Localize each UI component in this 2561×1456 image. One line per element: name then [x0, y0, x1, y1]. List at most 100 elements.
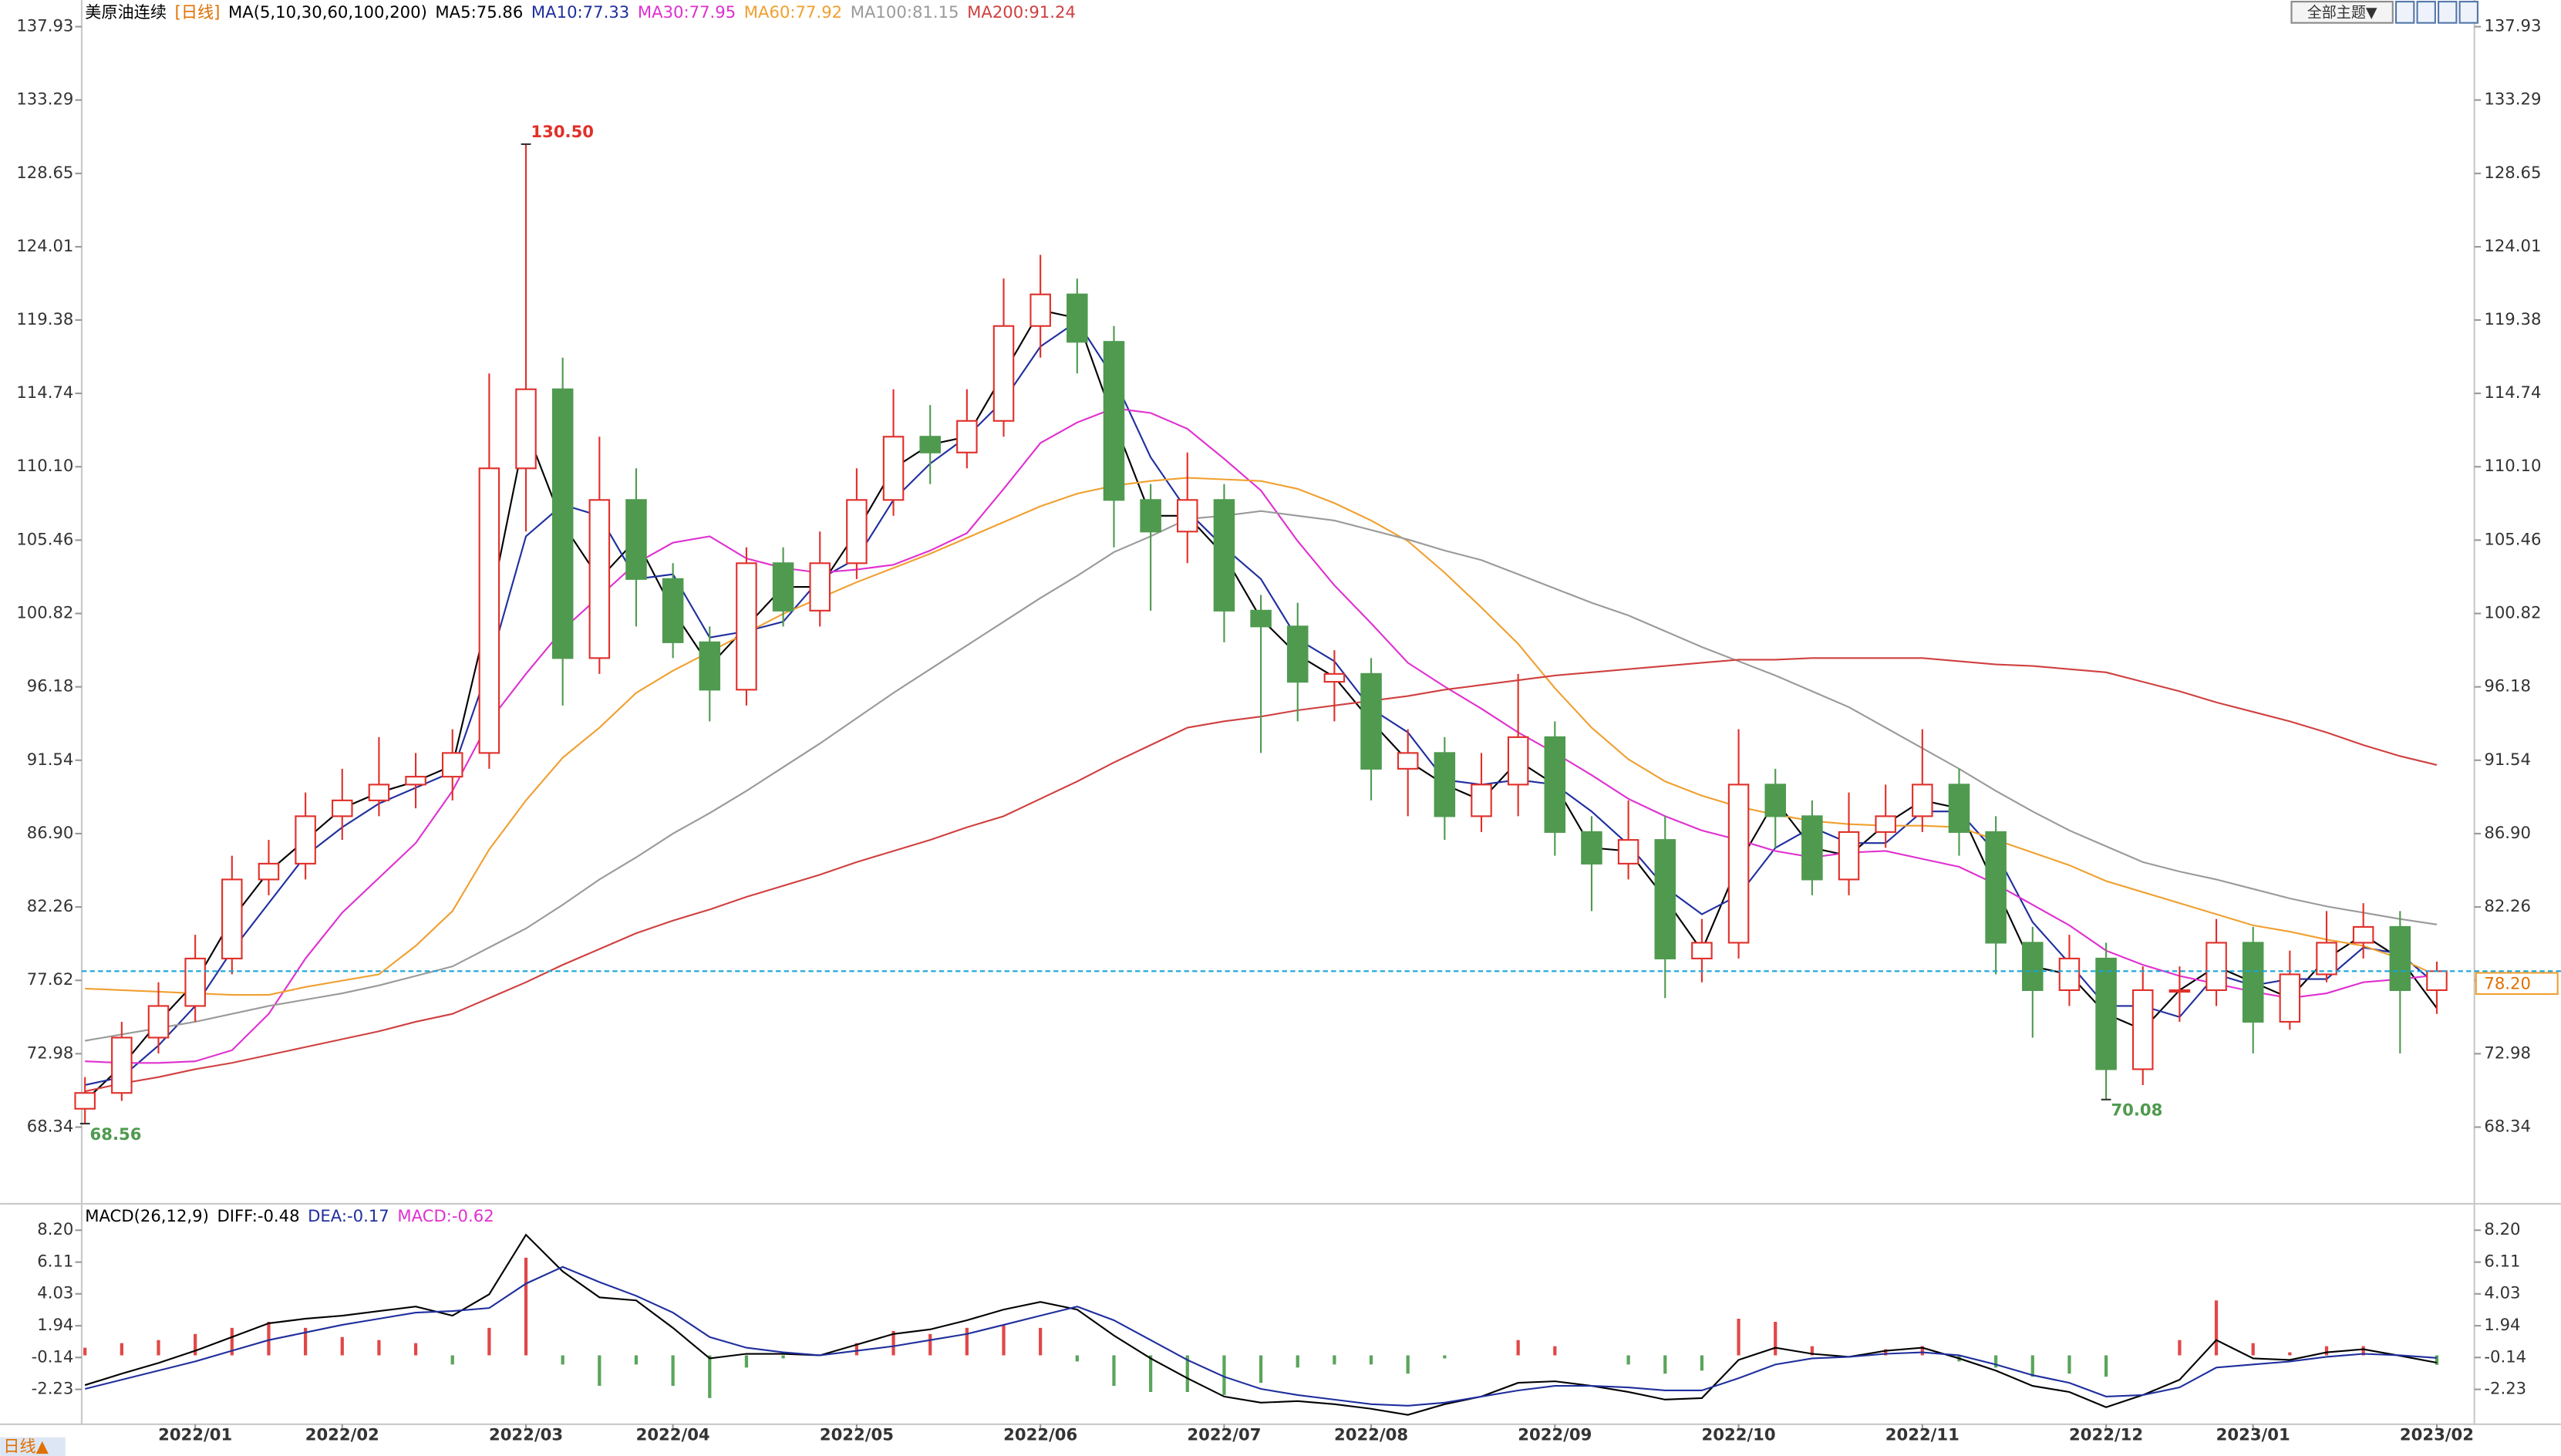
y-tick-label: 1.94 [37, 1315, 73, 1334]
candle-body [625, 499, 647, 580]
y-tick-label: 124.01 [16, 236, 73, 255]
candle-body [2058, 957, 2081, 991]
x-tick-label: 2022/11 [1885, 1425, 1960, 1444]
ma-line [85, 407, 2438, 1064]
ma-line [85, 510, 2438, 1042]
candle-body [1838, 831, 1860, 881]
candle-body [2389, 925, 2411, 991]
period-tab[interactable]: 日线▲ [3, 1436, 49, 1455]
y-tick-label: 82.26 [27, 896, 74, 915]
y-tick-label-right: 119.38 [2484, 309, 2541, 329]
candle-body [1360, 672, 1382, 770]
candle-body [184, 957, 206, 1007]
layout-button[interactable] [2416, 1, 2436, 24]
candle-body [2352, 925, 2374, 944]
candle-body [882, 436, 905, 501]
candle-body [515, 388, 537, 470]
y-tick-label: 77.62 [27, 969, 74, 989]
candle-body [1434, 752, 1456, 817]
last-price-label: 78.20 [2484, 973, 2531, 993]
candle-body [1140, 499, 1161, 533]
candle-body [1875, 815, 1896, 833]
candle-body [1471, 784, 1492, 817]
layout-button[interactable] [2438, 1, 2458, 24]
candle-body [1912, 784, 1933, 817]
x-tick-label: 2022/12 [2069, 1425, 2143, 1444]
candle-body [111, 1036, 133, 1094]
candle-body [956, 420, 978, 453]
candle-body [662, 578, 684, 643]
candle-body [1617, 839, 1639, 865]
layout-button[interactable] [2394, 1, 2415, 24]
y-tick-label-right: 68.34 [2484, 1117, 2531, 1136]
y-tick-label: 128.65 [16, 163, 73, 182]
y-tick-label-right: 8.20 [2484, 1219, 2520, 1239]
y-tick-label: -0.14 [32, 1346, 74, 1366]
y-tick-label-right: 1.94 [2484, 1315, 2520, 1334]
candle-body [1286, 625, 1309, 683]
theme-button[interactable] [2290, 1, 2394, 24]
chart-title: 美原油连续 [85, 2, 167, 22]
candle-body [441, 752, 463, 778]
candle-body [1544, 736, 1566, 833]
candle-body [147, 1005, 170, 1039]
candle-body [1177, 499, 1198, 533]
annotation-label: 70.08 [2111, 1100, 2162, 1120]
toolbar: 全部主题▼ [2290, 1, 2478, 24]
macd-line [84, 1233, 2438, 1416]
layout-button[interactable] [2458, 1, 2478, 24]
candle-body [551, 388, 574, 659]
candle-body [809, 562, 831, 612]
y-tick-label: 96.18 [27, 676, 74, 696]
y-tick-label-right: -2.23 [2484, 1379, 2526, 1398]
candle-body [1323, 672, 1346, 683]
theme-button-label[interactable]: 全部主题▼ [2307, 4, 2377, 21]
candle-body [2022, 942, 2044, 991]
candle-body [1654, 839, 1676, 959]
y-tick-label-right: 110.10 [2484, 456, 2541, 475]
y-tick-label: -2.23 [32, 1379, 74, 1398]
candle-body [588, 499, 611, 659]
y-tick-label: 4.03 [37, 1283, 73, 1303]
y-tick-label: 72.98 [27, 1043, 74, 1062]
x-tick-label: 2022/01 [158, 1425, 232, 1444]
candle-body [1029, 293, 1051, 327]
y-tick-label: 8.20 [37, 1219, 73, 1239]
candle-body [332, 799, 353, 817]
candle-body [2316, 942, 2337, 976]
y-tick-label: 86.90 [27, 823, 74, 842]
candle-body [846, 499, 868, 565]
y-tick-label-right: 137.93 [2484, 16, 2541, 35]
candle-body [1691, 942, 1713, 959]
indicator-label: MA(5,10,30,60,100,200) [228, 2, 427, 22]
macd-line [84, 1266, 2438, 1407]
candle-body [2168, 989, 2191, 993]
candle-body [2426, 970, 2448, 991]
candle-body [992, 325, 1015, 422]
y-tick-label: 68.34 [27, 1117, 74, 1136]
y-tick-label: 119.38 [16, 309, 73, 329]
legend-entry: DIFF:-0.48 [217, 1206, 299, 1225]
candle-body [2279, 973, 2301, 1023]
y-tick-label-right: 133.29 [2484, 89, 2541, 109]
y-tick-label-right: 114.74 [2484, 383, 2541, 402]
y-tick-label: 100.82 [16, 603, 73, 622]
candle-body [368, 784, 390, 801]
candle-body [1801, 815, 1823, 881]
y-tick-label-right: 91.54 [2484, 750, 2531, 769]
y-tick-label: 110.10 [16, 456, 73, 475]
candle-body [2095, 957, 2117, 1070]
chart-title: MACD(26,12,9) [85, 1206, 209, 1225]
annotation-label: 130.50 [531, 122, 594, 141]
candle-body [2205, 942, 2227, 991]
y-tick-label: 91.54 [27, 750, 74, 769]
ma-line [85, 477, 2438, 996]
y-tick-label: 6.11 [37, 1252, 73, 1271]
candle-body [1727, 784, 1750, 944]
candle-body [1250, 609, 1272, 628]
candle-body [74, 1092, 96, 1110]
y-tick-label-right: 4.03 [2484, 1283, 2520, 1303]
legend-entry: MA100:81.15 [851, 2, 959, 22]
